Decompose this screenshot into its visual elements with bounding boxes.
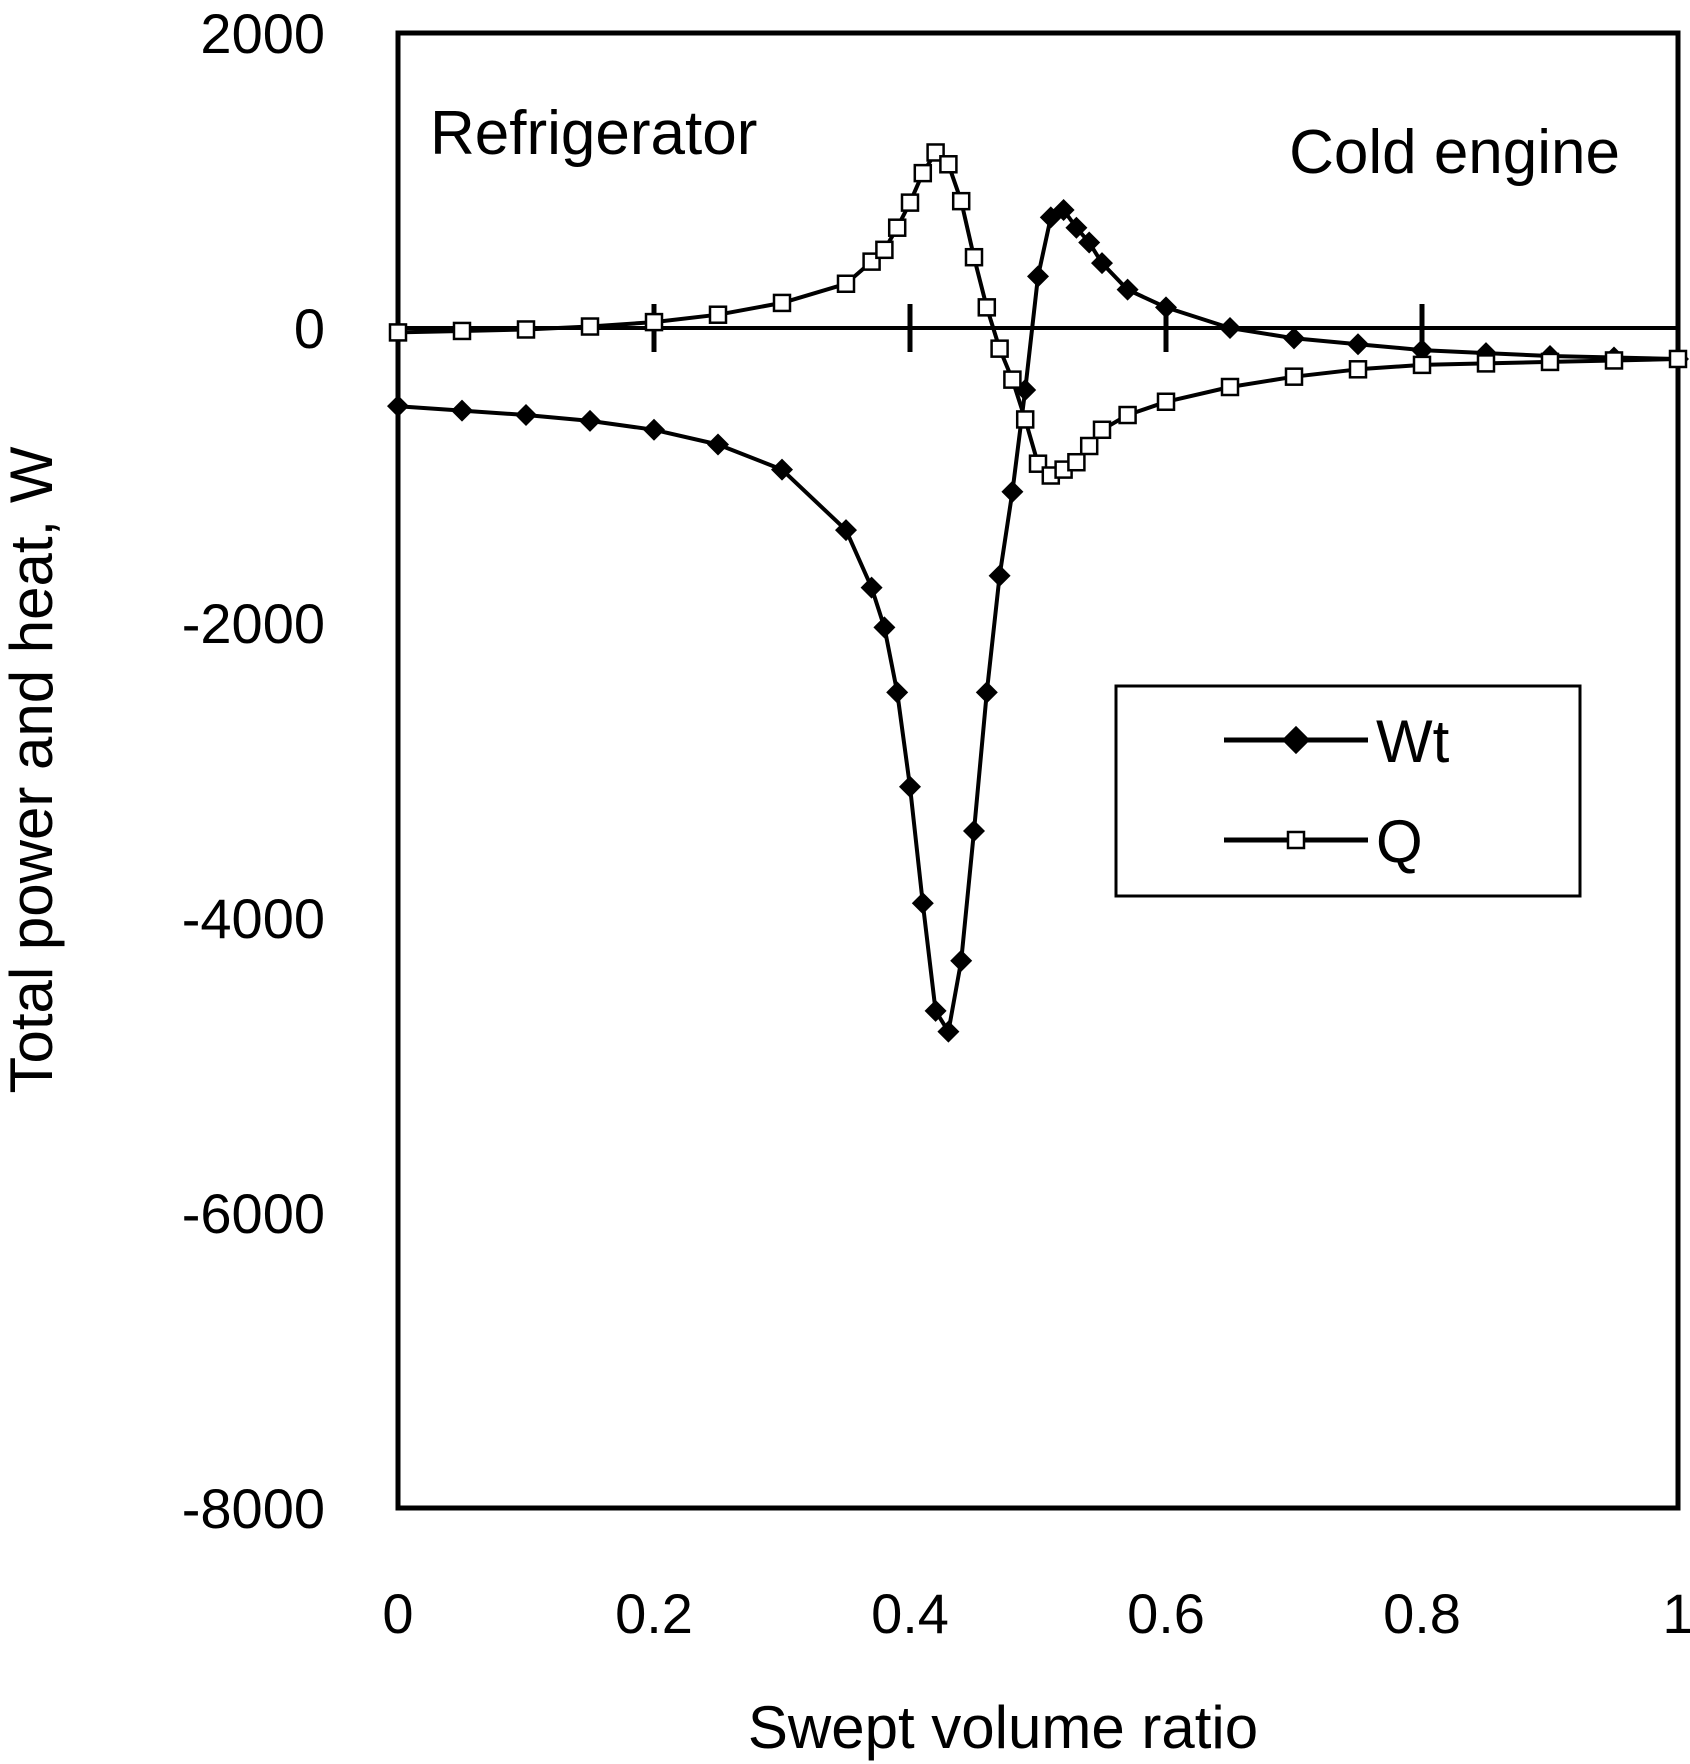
point-q: [1003, 370, 1022, 389]
x-tick-label: 0: [382, 1582, 413, 1645]
point-wt: [387, 395, 409, 418]
point-q: [1668, 349, 1688, 369]
point-wt: [937, 1020, 960, 1043]
x-tick-label: 0.4: [871, 1582, 949, 1645]
point-wt: [911, 892, 934, 915]
point-q: [990, 339, 1009, 358]
point-q: [964, 247, 984, 267]
point-wt: [1052, 199, 1075, 221]
x-axis-title: Swept volume ratio: [748, 1694, 1258, 1761]
point-wt: [643, 418, 665, 441]
legend-marker-q: [1286, 830, 1306, 850]
point-wt: [1091, 252, 1113, 275]
point-wt: [451, 399, 473, 422]
point-q: [1079, 436, 1099, 456]
y-tick-label: -6000: [182, 1182, 325, 1245]
point-wt: [988, 564, 1011, 587]
point-wt: [873, 616, 896, 639]
point-q: [875, 240, 894, 260]
point-wt: [1219, 317, 1241, 339]
point-q: [951, 191, 971, 211]
point-wt: [1065, 216, 1088, 239]
point-q: [1540, 352, 1560, 372]
point-wt: [579, 409, 601, 432]
point-wt: [515, 404, 537, 427]
point-q: [1092, 420, 1112, 440]
point-wt: [1001, 480, 1024, 503]
point-wt: [1155, 296, 1177, 319]
point-wt: [1027, 265, 1049, 288]
point-q: [644, 312, 664, 332]
point-wt: [963, 819, 985, 842]
point-wt: [975, 681, 998, 704]
y-tick-label: -2000: [182, 592, 325, 655]
y-tick-labels: 2000 0 -2000 -4000 -6000 -8000: [182, 2, 325, 1540]
point-q: [1118, 405, 1137, 425]
y-axis-title: Total power and heat, W: [0, 446, 65, 1093]
point-q: [708, 305, 728, 324]
point-wt: [707, 433, 729, 456]
x-tick-label: 0.2: [615, 1582, 693, 1645]
point-wt: [771, 458, 793, 481]
point-q: [913, 163, 933, 183]
point-q: [977, 298, 997, 317]
point-q: [1476, 354, 1496, 373]
point-wt: [899, 775, 921, 798]
point-q: [1015, 410, 1035, 429]
x-tick-label: 0.8: [1383, 1582, 1461, 1645]
plot-frame: [395, 30, 1681, 1511]
legend: Wt Q: [1114, 684, 1582, 898]
series-layer: [387, 143, 1689, 1043]
y-tick-label: 2000: [200, 2, 325, 65]
point-q: [1067, 452, 1086, 472]
annotation-cold-engine: Cold engine: [1289, 118, 1620, 187]
point-q: [772, 293, 792, 313]
point-q: [887, 218, 907, 237]
point-wt: [1078, 231, 1101, 254]
series-q: [388, 143, 1688, 485]
legend-marker-wt: [1281, 725, 1311, 755]
y-tick-label: 0: [294, 297, 325, 360]
point-q: [516, 320, 536, 339]
point-q: [1220, 377, 1240, 397]
annotation-refrigerator: Refrigerator: [430, 99, 757, 168]
point-q: [1348, 360, 1368, 379]
point-q: [939, 155, 958, 174]
point-q: [900, 193, 920, 212]
point-q: [580, 317, 600, 336]
point-q: [1412, 355, 1432, 375]
point-wt: [1116, 278, 1139, 301]
point-wt: [860, 576, 883, 599]
legend-label-q: Q: [1376, 808, 1423, 875]
point-q: [1284, 367, 1304, 386]
point-wt: [1347, 333, 1369, 356]
series-wt: [387, 199, 1689, 1043]
x-tick-label: 1: [1662, 1582, 1690, 1645]
point-q: [836, 274, 856, 293]
legend-box: [1114, 684, 1582, 898]
point-wt: [1283, 327, 1305, 350]
point-q: [452, 321, 472, 341]
point-wt: [886, 681, 909, 704]
y-tick-label: -4000: [182, 887, 325, 950]
y-tick-label: -8000: [182, 1477, 325, 1540]
point-q: [388, 323, 408, 342]
x-tick-labels: 0 0.2 0.4 0.6 0.8 1: [382, 1582, 1690, 1645]
point-q: [1156, 392, 1176, 411]
legend-label-wt: Wt: [1376, 708, 1450, 775]
point-q: [1604, 351, 1624, 370]
point-wt: [924, 999, 947, 1022]
point-wt: [950, 949, 973, 972]
point-wt: [835, 519, 857, 542]
x-tick-label: 0.6: [1127, 1582, 1205, 1645]
